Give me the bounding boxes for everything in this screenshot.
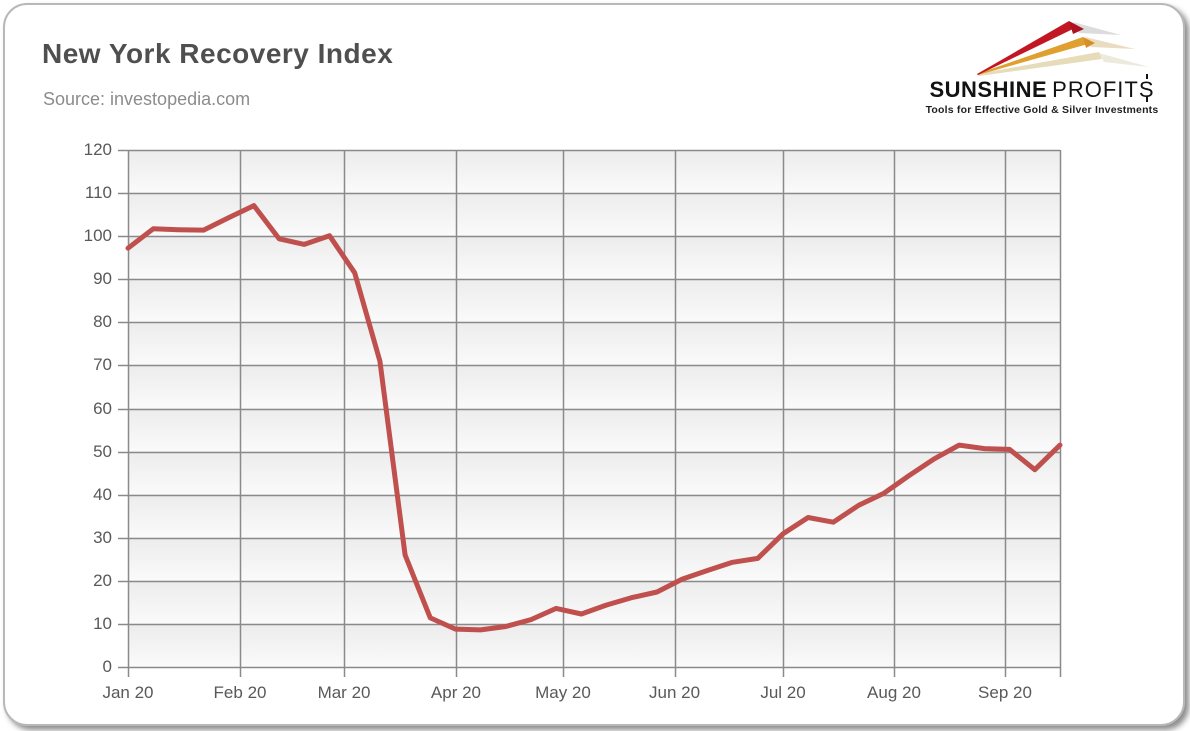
y-axis-label: 110 — [84, 183, 112, 203]
logo-brand: SUNSHINE PROFITS — [923, 79, 1161, 101]
logo-brand-profit: PROFIT — [1052, 77, 1139, 102]
line-chart — [118, 149, 1063, 677]
x-axis-label: Sep 20 — [978, 683, 1032, 702]
x-axis-label: Aug 20 — [867, 683, 921, 702]
y-axis-label: 120 — [83, 140, 112, 159]
x-axis-label: May 20 — [535, 683, 591, 702]
logo-brand-s: S — [1138, 77, 1155, 102]
y-axis-label: 80 — [93, 312, 112, 332]
x-axis-label: Apr 20 — [430, 683, 482, 702]
x-axis-label: Mar 20 — [317, 683, 371, 702]
logo-brand-sunshine: SUNSHINE — [929, 77, 1048, 102]
source-caption: Source: investopedia.com — [43, 89, 251, 109]
y-axis-label: 0 — [102, 657, 112, 676]
chart-card: New York Recovery Index Source: investop… — [3, 3, 1185, 726]
page-title: New York Recovery Index — [42, 38, 394, 69]
x-axis-label: Jun 20 — [648, 683, 701, 702]
y-axis-label: 70 — [93, 355, 112, 375]
y-axis-label: 50 — [93, 441, 112, 461]
y-axis-label: 40 — [93, 484, 112, 504]
y-axis-label: 90 — [93, 269, 112, 289]
x-axis-label: Jul 20 — [760, 683, 806, 702]
y-axis-label: 30 — [93, 527, 112, 547]
sunshine-profits-logo: SUNSHINE PROFITS Tools for Effective Gold… — [923, 17, 1161, 116]
y-axis-label: 20 — [93, 570, 112, 590]
x-axis-label: Feb 20 — [213, 683, 267, 702]
x-axis-label: Jan 20 — [102, 683, 154, 702]
logo-tagline: Tools for Effective Gold & Silver Invest… — [925, 104, 1159, 116]
y-axis-label: 60 — [93, 398, 112, 418]
y-axis-label: 10 — [93, 613, 112, 633]
y-axis-label: 100 — [83, 226, 112, 246]
recovery-index-line — [125, 203, 1063, 633]
sunshine-rays-icon — [977, 21, 1149, 76]
